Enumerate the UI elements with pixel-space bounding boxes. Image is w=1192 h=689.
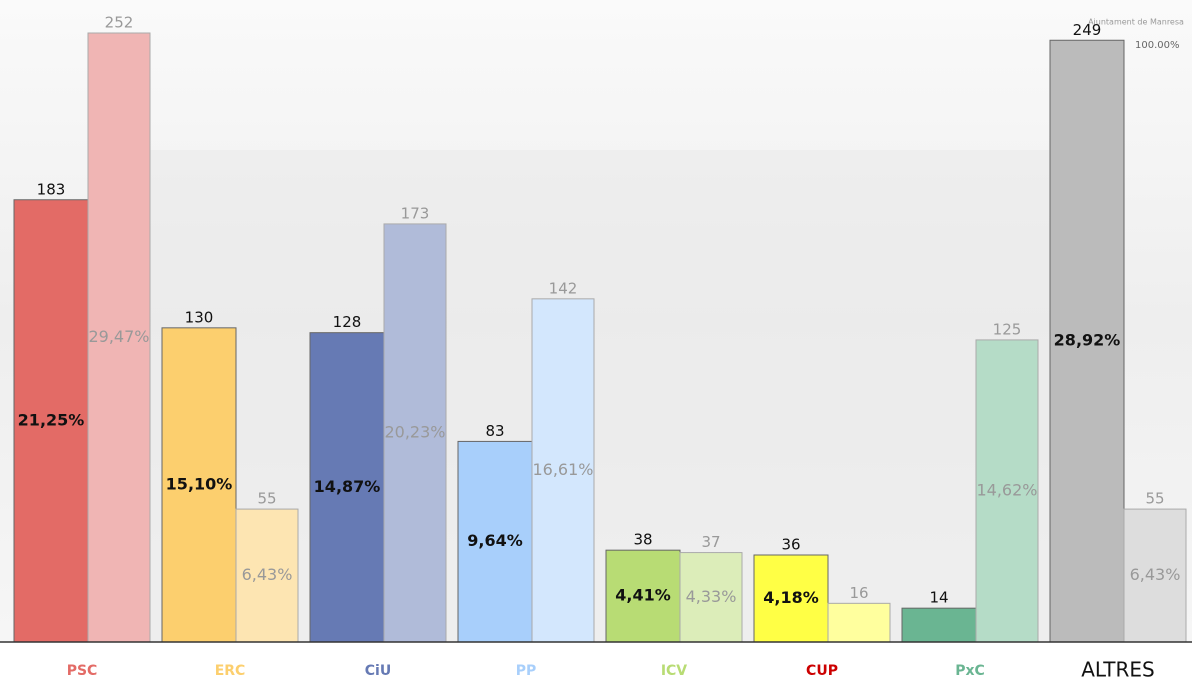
bar: [235, 508, 299, 643]
value-label: 142: [549, 279, 578, 297]
bar: [383, 223, 447, 643]
bar: [753, 554, 829, 643]
value-label: 16: [849, 584, 868, 602]
percent-label: 6,43%: [242, 565, 293, 584]
value-label: 37: [701, 533, 720, 551]
scrutiny: 100.00%: [1135, 40, 1180, 51]
bar: [309, 332, 385, 643]
value-label: 128: [333, 313, 362, 331]
percent-label: 14,62%: [976, 480, 1037, 499]
value-label: 36: [781, 536, 800, 554]
bar: [87, 32, 151, 643]
percent-label: 21,25%: [18, 410, 85, 429]
value-label: 249: [1073, 21, 1102, 39]
category-label: PP: [516, 663, 537, 679]
percent-label: 29,47%: [88, 327, 149, 346]
value-label: 14: [929, 589, 948, 607]
category-label: PSC: [67, 663, 98, 679]
building: [150, 150, 1050, 642]
category-label: ALTRES: [1081, 658, 1155, 682]
value-label: 183: [37, 180, 66, 198]
value-label: 125: [993, 320, 1022, 338]
percent-label: 6,43%: [1130, 565, 1181, 584]
value-label: 55: [257, 490, 276, 508]
bar: [161, 327, 237, 643]
percent-label: 4,33%: [686, 587, 737, 606]
bar: [975, 339, 1039, 643]
bar: [1123, 508, 1187, 643]
percent-label: 4,18%: [763, 588, 819, 607]
bar: [531, 298, 595, 643]
value-label: 173: [401, 204, 430, 222]
category-label: PxC: [955, 663, 985, 679]
bar: [457, 440, 533, 643]
percent-label: 9,64%: [467, 531, 523, 550]
percent-label: 28,92%: [1054, 331, 1121, 350]
bar: [827, 602, 891, 643]
bar: [1049, 39, 1125, 643]
value-label: 83: [485, 422, 504, 440]
organization: Ajuntament de Manresa: [1088, 18, 1184, 27]
value-label: 38: [633, 531, 652, 549]
percent-label: 14,87%: [314, 477, 381, 496]
value-label: 130: [185, 308, 214, 326]
percent-label: 15,10%: [166, 474, 233, 493]
category-label: CUP: [806, 663, 838, 679]
value-label: 252: [105, 14, 134, 32]
category-label: ERC: [215, 663, 246, 679]
percent-label: 16,61%: [532, 460, 593, 479]
value-label: 55: [1145, 490, 1164, 508]
bar: [901, 607, 977, 643]
bar: [679, 552, 743, 643]
percent-label: 4,41%: [615, 586, 671, 605]
category-label: ICV: [661, 663, 687, 679]
category-label: CiU: [365, 663, 391, 679]
percent-label: 20,23%: [384, 422, 445, 441]
